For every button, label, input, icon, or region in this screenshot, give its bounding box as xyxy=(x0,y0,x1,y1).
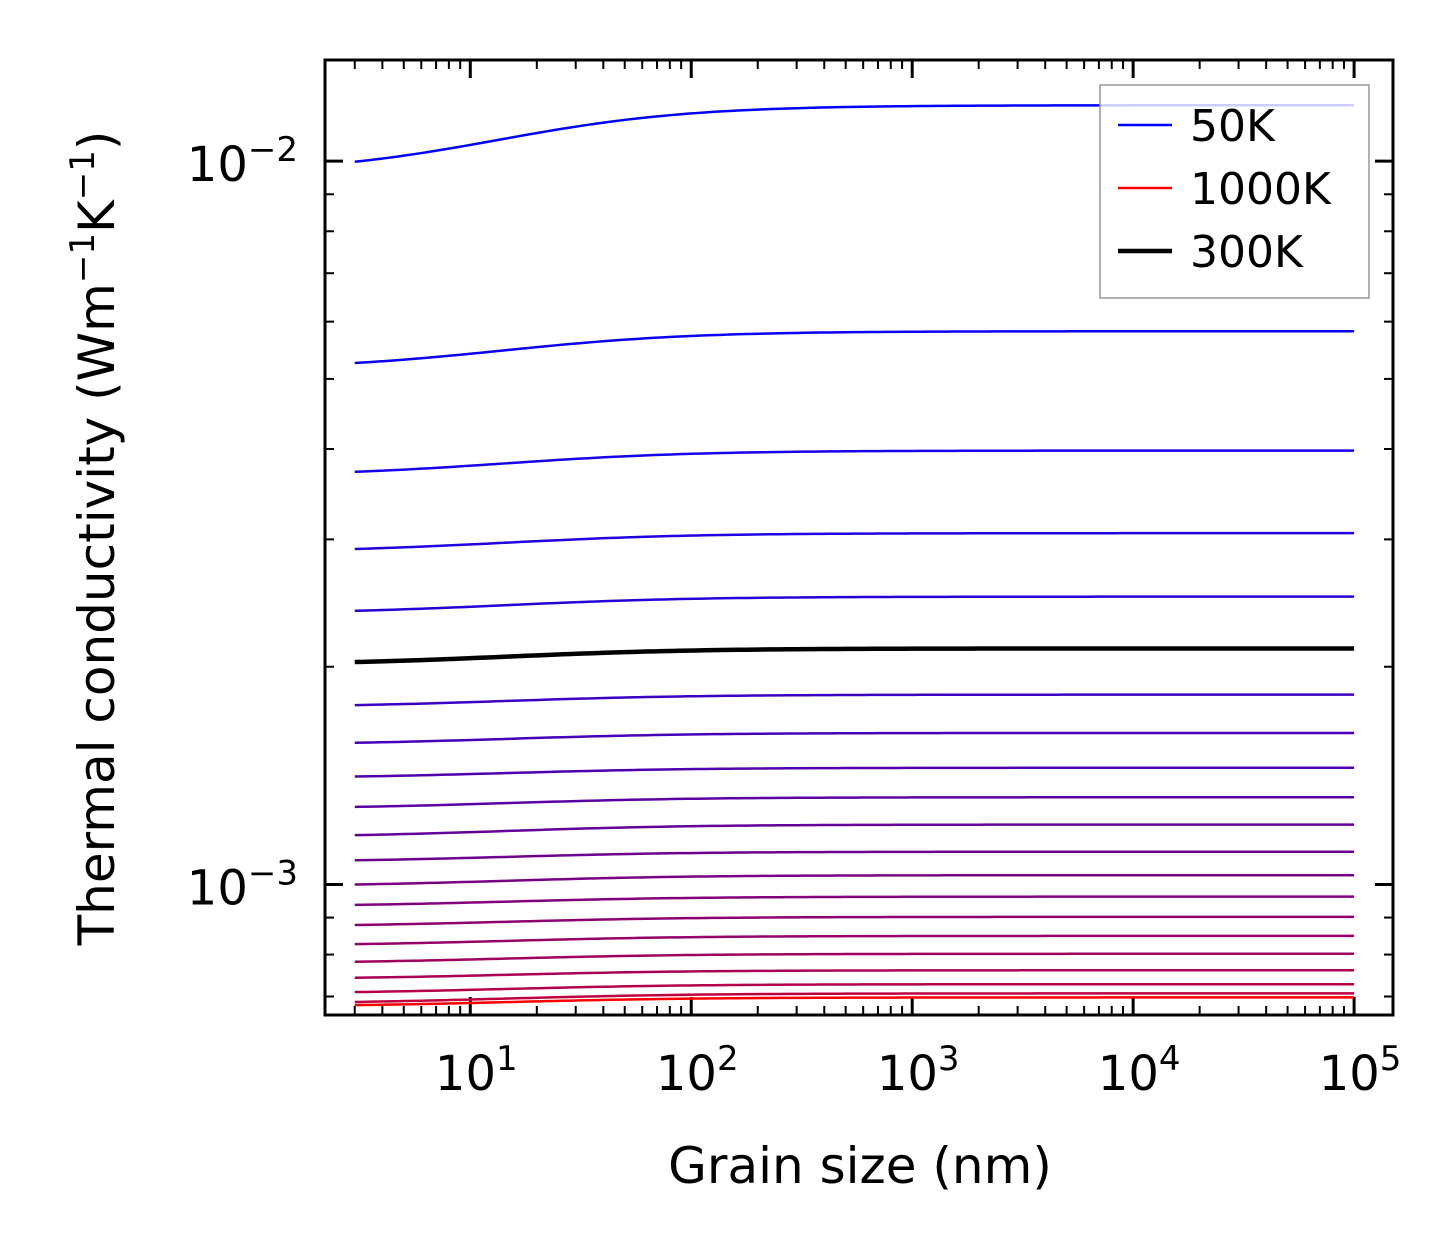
series-line xyxy=(354,969,1355,980)
series-line xyxy=(354,895,1355,907)
series-line xyxy=(354,873,1355,886)
y-tick-label: 10−3 xyxy=(187,853,298,916)
x-tick-label: 104 xyxy=(1098,1039,1181,1102)
series-line-300K xyxy=(354,646,1355,665)
y-axis-label: Thermal conductivity (Wm−1K−1) xyxy=(63,131,126,947)
series-line xyxy=(354,952,1355,963)
series-line xyxy=(354,595,1355,613)
series-line xyxy=(354,992,1355,1004)
series-line xyxy=(354,531,1355,551)
series-line xyxy=(354,915,1355,927)
series-line xyxy=(354,934,1355,946)
legend: 50K 1000K 300K xyxy=(1099,84,1370,299)
legend-box xyxy=(1099,84,1370,299)
x-tick-labels: 101 102 103 104 105 xyxy=(435,1039,1402,1102)
series-line xyxy=(354,982,1355,994)
plot-frame xyxy=(323,58,1395,1017)
x-axis-label: Grain size (nm) xyxy=(668,1137,1052,1195)
y-tick-labels: 10−2 10−3 xyxy=(187,130,298,916)
legend-label: 300K xyxy=(1190,227,1304,278)
series-line xyxy=(354,796,1355,809)
x-tick-label: 102 xyxy=(656,1039,739,1102)
series-line-1000K xyxy=(354,996,1355,1007)
x-tick-label: 105 xyxy=(1319,1039,1402,1102)
series-line xyxy=(354,850,1355,862)
series-line xyxy=(354,823,1355,837)
series-line xyxy=(354,449,1355,474)
y-tick-label: 10−2 xyxy=(187,130,298,193)
series-curves xyxy=(354,103,1355,1007)
series-line xyxy=(354,731,1355,745)
x-tick-label: 101 xyxy=(435,1039,518,1102)
legend-label: 1000K xyxy=(1190,164,1332,215)
series-line xyxy=(354,329,1355,365)
series-line xyxy=(354,693,1355,707)
x-tick-label: 103 xyxy=(877,1039,960,1102)
series-line xyxy=(354,766,1355,778)
legend-label: 50K xyxy=(1190,101,1276,152)
